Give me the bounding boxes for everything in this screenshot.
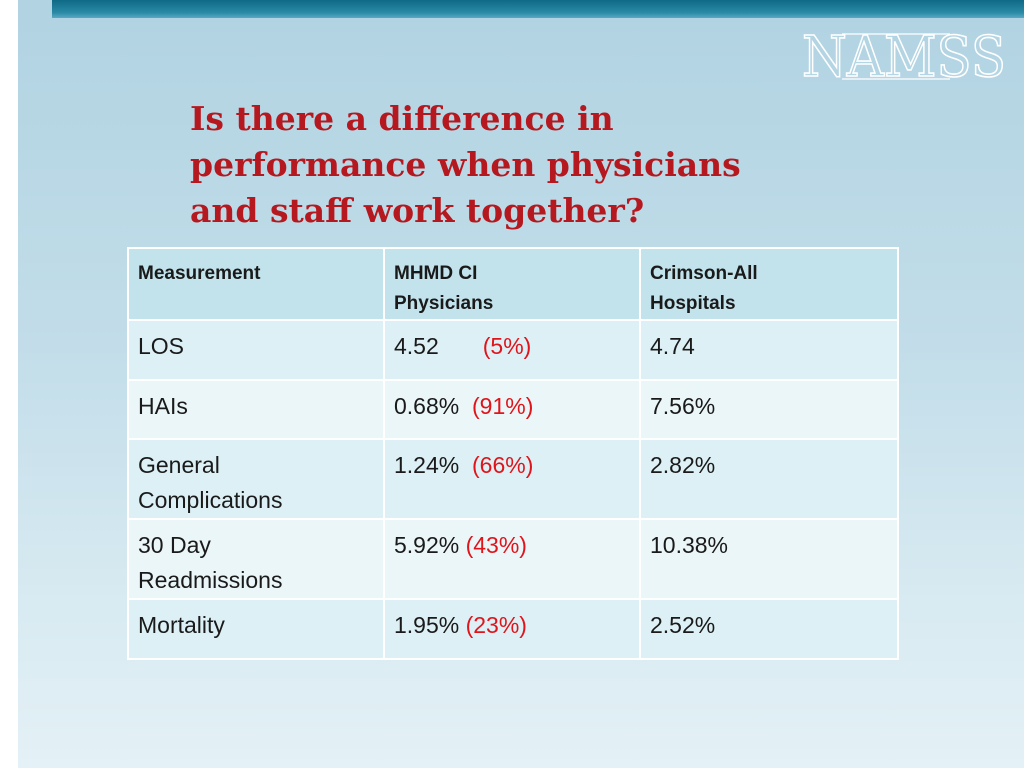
mhmd-value: 4.52 <box>394 333 439 359</box>
slide-title: Is there a difference in performance whe… <box>190 96 830 234</box>
title-line-1: Is there a difference in <box>190 99 614 138</box>
header-measurement: Measurement <box>127 247 385 321</box>
measurement-cell: General Complications <box>127 438 385 520</box>
mhmd-cell: 1.95% (23%) <box>383 598 641 660</box>
mhmd-improvement-pct: (91%) <box>472 393 534 419</box>
crimson-cell: 2.82% <box>639 438 899 520</box>
namss-logo: NAMSS <box>800 22 1012 86</box>
mhmd-cell: 5.92% (43%) <box>383 518 641 600</box>
mhmd-improvement-pct: (43%) <box>465 532 527 558</box>
measurement-cell: 30 Day Readmissions <box>127 518 385 600</box>
measurement-cell: HAIs <box>127 379 385 440</box>
table-header-row: Measurement MHMD CI Physicians Crimson-A… <box>127 247 899 321</box>
mhmd-cell: 1.24% (66%) <box>383 438 641 520</box>
mhmd-improvement-pct: (5%) <box>482 333 532 359</box>
mhmd-value: 5.92% <box>394 532 460 558</box>
mhmd-value: 1.95% <box>394 612 460 638</box>
left-edge-strip <box>0 0 18 768</box>
measurement-cell: LOS <box>127 319 385 381</box>
table-row: Mortality 1.95% (23%) 2.52% <box>127 598 899 660</box>
mhmd-value: 1.24% <box>394 452 460 478</box>
table-row: General Complications 1.24% (66%) 2.82% <box>127 438 899 520</box>
title-line-2: performance when physicians <box>190 145 741 184</box>
measurement-cell: Mortality <box>127 598 385 660</box>
header-mhmd-ci-physicians: MHMD CI Physicians <box>383 247 641 321</box>
table-row: 30 Day Readmissions 5.92% (43%) 10.38% <box>127 518 899 600</box>
crimson-cell: 4.74 <box>639 319 899 381</box>
title-line-3: and staff work together? <box>190 191 645 230</box>
mhmd-cell: 0.68% (91%) <box>383 379 641 440</box>
crimson-cell: 10.38% <box>639 518 899 600</box>
crimson-cell: 7.56% <box>639 379 899 440</box>
mhmd-value: 0.68% <box>394 393 460 419</box>
table-row: LOS 4.52 (5%) 4.74 <box>127 319 899 381</box>
mhmd-cell: 4.52 (5%) <box>383 319 641 381</box>
header-crimson-all-hospitals: Crimson-All Hospitals <box>639 247 899 321</box>
table-row: HAIs 0.68% (91%) 7.56% <box>127 379 899 440</box>
mhmd-improvement-pct: (23%) <box>465 612 527 638</box>
top-accent-bar <box>52 0 1024 18</box>
crimson-cell: 2.52% <box>639 598 899 660</box>
performance-table: Measurement MHMD CI Physicians Crimson-A… <box>127 247 899 660</box>
mhmd-improvement-pct: (66%) <box>472 452 534 478</box>
